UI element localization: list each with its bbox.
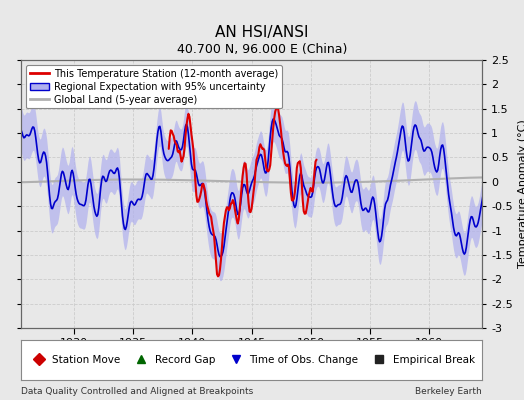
Text: Berkeley Earth: Berkeley Earth bbox=[416, 387, 482, 396]
Text: Data Quality Controlled and Aligned at Breakpoints: Data Quality Controlled and Aligned at B… bbox=[21, 387, 253, 396]
Text: 40.700 N, 96.000 E (China): 40.700 N, 96.000 E (China) bbox=[177, 43, 347, 56]
Y-axis label: Temperature Anomaly (°C): Temperature Anomaly (°C) bbox=[518, 120, 524, 268]
Text: AN HSI/ANSI: AN HSI/ANSI bbox=[215, 25, 309, 40]
Legend: Station Move, Record Gap, Time of Obs. Change, Empirical Break: Station Move, Record Gap, Time of Obs. C… bbox=[25, 352, 478, 368]
Legend: This Temperature Station (12-month average), Regional Expectation with 95% uncer: This Temperature Station (12-month avera… bbox=[26, 65, 282, 108]
